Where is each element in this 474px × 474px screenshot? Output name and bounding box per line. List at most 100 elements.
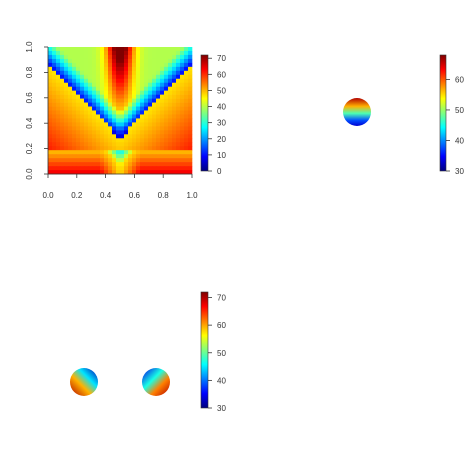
- heatmap-cell: [88, 50, 93, 56]
- heatmap-cell: [48, 142, 53, 147]
- heatmap-cell: [80, 47, 85, 52]
- heatmap-cell: [148, 86, 153, 91]
- heatmap-cell: [96, 130, 101, 135]
- heatmap-cell: [96, 54, 101, 60]
- heatmap-cell: [56, 70, 61, 76]
- heatmap-cell: [160, 114, 165, 119]
- heatmap-cell: [128, 122, 133, 127]
- colorbar-scale: [200, 291, 209, 409]
- heatmap-cell: [56, 162, 61, 167]
- heatmap-cell: [88, 150, 93, 155]
- heatmap-cell: [184, 47, 189, 52]
- heatmap-cell: [164, 86, 169, 91]
- heatmap-cell: [112, 122, 117, 127]
- heatmap-cell: [60, 162, 65, 167]
- heatmap-cell: [80, 74, 85, 80]
- heatmap-cell: [128, 50, 133, 56]
- heatmap-cell: [68, 170, 73, 175]
- heatmap-cell: [176, 118, 181, 123]
- heatmap-cell: [188, 150, 193, 155]
- heatmap-cell: [84, 62, 89, 68]
- heatmap-cell: [144, 54, 149, 60]
- heatmap-cell: [112, 134, 117, 139]
- heatmap-cell: [116, 134, 121, 139]
- heatmap-cell: [104, 126, 109, 131]
- heatmap-cell: [132, 122, 137, 127]
- heatmap-cell: [124, 58, 129, 64]
- heatmap-cell: [48, 66, 53, 72]
- heatmap-cell: [148, 110, 153, 115]
- heatmap-cell: [172, 70, 177, 76]
- heatmap-cell: [152, 58, 157, 64]
- heatmap-cell: [184, 146, 189, 151]
- heatmap-cell: [168, 106, 173, 111]
- heatmap-cell: [140, 58, 145, 64]
- heatmap-cell: [104, 170, 109, 175]
- heatmap-cell: [136, 150, 141, 155]
- heatmap-cell: [76, 118, 81, 123]
- heatmap-cell: [156, 70, 161, 76]
- heatmap-cell: [88, 134, 93, 139]
- heatmap-cell: [148, 158, 153, 163]
- heatmap-cell: [76, 47, 81, 52]
- heatmap-cell: [60, 138, 65, 143]
- heatmap-cell: [100, 158, 105, 163]
- heatmap-cell: [172, 138, 177, 143]
- heatmap-cell: [76, 158, 81, 163]
- heatmap-cell: [172, 166, 177, 171]
- heatmap-cell: [56, 130, 61, 135]
- heatmap-cell: [108, 134, 113, 139]
- heatmap-cell: [188, 66, 193, 72]
- heatmap-cell: [68, 74, 73, 80]
- heatmap-cell: [68, 94, 73, 99]
- heatmap-cell: [64, 134, 69, 139]
- heatmap-cell: [76, 122, 81, 127]
- heatmap-cell: [52, 86, 57, 91]
- heatmap-cell: [72, 98, 77, 103]
- heatmap-cell: [96, 166, 101, 171]
- heatmap-cell: [156, 142, 161, 147]
- heatmap-cell: [92, 78, 97, 84]
- heatmap-cell: [76, 170, 81, 175]
- heatmap-cell: [108, 47, 113, 52]
- heatmap-cell: [104, 146, 109, 151]
- heatmap-cell: [124, 114, 129, 119]
- heatmap-cell: [96, 170, 101, 175]
- heatmap-cell: [156, 98, 161, 103]
- heatmap-cell: [88, 70, 93, 76]
- heatmap-cell: [152, 82, 157, 87]
- heatmap-cell: [64, 146, 69, 151]
- heatmap-cell: [172, 90, 177, 95]
- heatmap-cell: [72, 150, 77, 155]
- heatmap-cell: [112, 114, 117, 119]
- heatmap-cell: [120, 130, 125, 135]
- heatmap-cell: [124, 122, 129, 127]
- heatmap-cell: [172, 154, 177, 159]
- heatmap-cell: [100, 106, 105, 111]
- heatmap-cell: [144, 154, 149, 159]
- heatmap-cell: [176, 90, 181, 95]
- heatmap-cell: [68, 70, 73, 76]
- heatmap-cell: [144, 130, 149, 135]
- heatmap-cell: [68, 78, 73, 84]
- heatmap-cell: [88, 78, 93, 84]
- heatmap-cell: [168, 154, 173, 159]
- heatmap-cell: [184, 102, 189, 107]
- heatmap-cell: [172, 142, 177, 147]
- heatmap-cell: [64, 90, 69, 95]
- heatmap-cell: [168, 126, 173, 131]
- heatmap-cell: [124, 102, 129, 107]
- heatmap-cell: [120, 162, 125, 167]
- heatmap-cell: [116, 70, 121, 76]
- heatmap-cell: [128, 158, 133, 163]
- heatmap-cell: [152, 154, 157, 159]
- heatmap-cell: [120, 114, 125, 119]
- heatmap-cell: [92, 86, 97, 91]
- heatmap-cell: [160, 110, 165, 115]
- heatmap-cell: [68, 82, 73, 87]
- heatmap-cell: [76, 70, 81, 76]
- y-tick-label: 0.0: [25, 168, 34, 180]
- heatmap-cell: [64, 118, 69, 123]
- heatmap-cell: [132, 102, 137, 107]
- heatmap-cell: [56, 62, 61, 68]
